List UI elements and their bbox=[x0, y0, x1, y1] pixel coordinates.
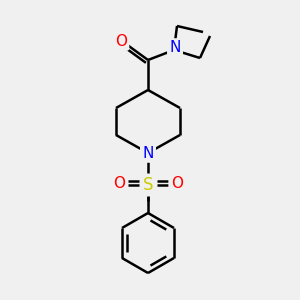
Text: N: N bbox=[142, 146, 154, 160]
Text: O: O bbox=[115, 34, 127, 49]
Text: S: S bbox=[143, 176, 153, 194]
Text: O: O bbox=[113, 176, 125, 190]
Text: O: O bbox=[171, 176, 183, 190]
Text: N: N bbox=[169, 40, 181, 56]
